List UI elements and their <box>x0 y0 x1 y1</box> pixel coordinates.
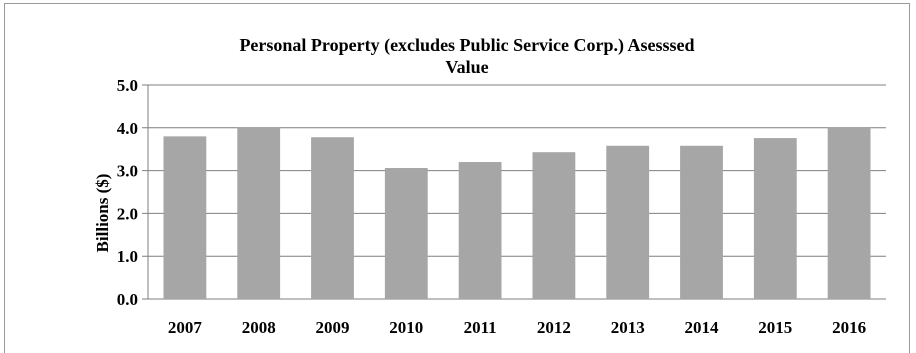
x-tick-label-2010: 2010 <box>389 318 423 337</box>
y-tick-label: 0.0 <box>117 290 138 309</box>
bar-2013 <box>606 145 650 299</box>
x-tick-label-2016: 2016 <box>832 318 866 337</box>
bar-2011 <box>458 162 502 299</box>
bar-2009 <box>311 137 354 299</box>
x-tick-label-2015: 2015 <box>758 318 792 337</box>
y-tick-label: 3.0 <box>117 162 138 181</box>
x-tick-label-2011: 2011 <box>464 318 497 337</box>
x-tick-label-2012: 2012 <box>537 318 571 337</box>
bar-2015 <box>753 138 797 299</box>
bar-2014 <box>680 145 723 299</box>
x-tick-label-2007: 2007 <box>168 318 203 337</box>
chart-title-line-1: Personal Property (excludes Public Servi… <box>239 35 694 56</box>
x-tick-label-2008: 2008 <box>242 318 276 337</box>
y-axis-label: Billions ($) <box>93 174 112 253</box>
bar-2012 <box>532 152 576 299</box>
x-tick-labels: 2007 2008 2009 2010 2011 2012 2013 2014 2015 2016 <box>168 318 866 337</box>
bar-2008 <box>237 127 281 299</box>
x-tick-label-2009: 2009 <box>316 318 350 337</box>
bar-2010 <box>384 168 428 299</box>
bar-2016 <box>827 127 871 299</box>
x-tick-label-2013: 2013 <box>611 318 645 337</box>
y-tick-labels: 0.0 1.0 2.0 3.0 4.0 5.0 <box>117 76 138 309</box>
y-tick-label: 4.0 <box>117 119 138 138</box>
bars <box>163 127 871 299</box>
y-tick-label: 1.0 <box>117 247 138 266</box>
chart-title-line-2: Value <box>445 57 488 77</box>
y-tick-label: 5.0 <box>117 76 138 95</box>
y-tick-label: 2.0 <box>117 204 138 223</box>
bar-2007 <box>163 136 207 299</box>
x-tick-label-2014: 2014 <box>685 318 720 337</box>
